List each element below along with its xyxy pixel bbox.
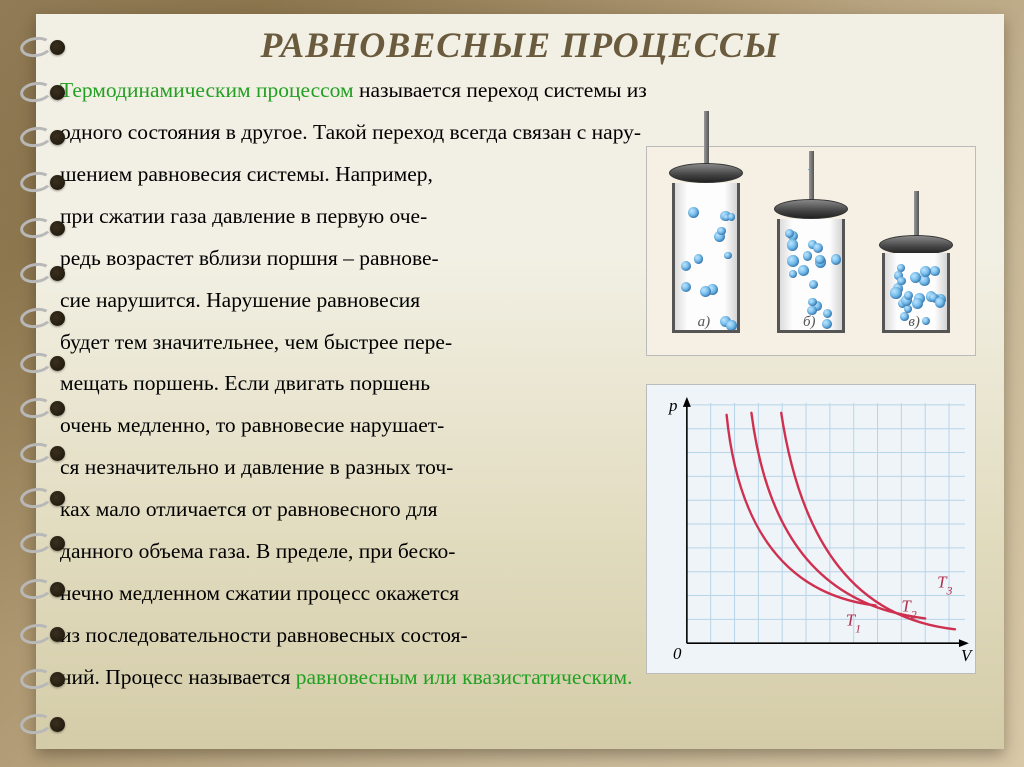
slide-title: РАВНОВЕСНЫЕ ПРОЦЕССЫ <box>60 24 980 66</box>
y-axis-label: p <box>668 396 677 415</box>
y-axis-arrow-icon <box>683 397 691 407</box>
spiral-binding <box>38 34 82 737</box>
piston-c: в) <box>872 155 960 333</box>
isotherm-curves <box>727 413 955 629</box>
body-line: нечно медленном сжатии процесс окажется <box>60 581 459 605</box>
piston-label-a: а) <box>698 314 711 331</box>
term-thermodynamic-process: Термодинамическим процессом <box>60 78 354 102</box>
body-line: одного состояния в другое. Такой переход… <box>60 120 641 144</box>
piston-a: а) <box>662 155 750 333</box>
body-line: при сжатии газа давление в первую оче- <box>60 204 427 228</box>
body-line: мещать поршень. Если двигать поршень <box>60 371 430 395</box>
term-equilibrium-process: равновесным или квазистатическим. <box>296 665 633 689</box>
body-line: называется переход системы из <box>354 78 647 102</box>
x-axis-label: V <box>961 646 973 665</box>
piston-diagram: а) ↓ б) в) <box>646 146 976 356</box>
body-line: ках мало отличается от равновесного для <box>60 497 438 521</box>
body-line: сие нарушится. Нарушение равновесия <box>60 288 420 312</box>
body-line: шением равновесия системы. Например, <box>60 162 433 186</box>
body-line: из последовательности равновесных состоя… <box>60 623 468 647</box>
svg-text:T3: T3 <box>937 573 952 598</box>
body-line: данного объема газа. В пределе, при беск… <box>60 539 455 563</box>
piston-label-c: в) <box>908 314 920 331</box>
piston-b: ↓ б) <box>767 155 855 333</box>
body-line: ний. Процесс называется <box>60 665 296 689</box>
slide-content-frame: РАВНОВЕСНЫЕ ПРОЦЕССЫ Термодинамическим п… <box>36 14 1004 749</box>
gas-bubbles-a <box>675 183 737 330</box>
piston-label-b: б) <box>803 314 816 331</box>
body-line: очень медленно, то равновесие нарушает- <box>60 413 444 437</box>
origin-label: 0 <box>673 644 682 663</box>
body-line: редь возрастет вблизи поршня – равнове- <box>60 246 439 270</box>
body-line: будет тем значительнее, чем быстрее пере… <box>60 330 452 354</box>
isotherm-chart: p V 0 T1T2T3 <box>646 384 976 674</box>
body-line: ся незначительно и давление в разных точ… <box>60 455 453 479</box>
